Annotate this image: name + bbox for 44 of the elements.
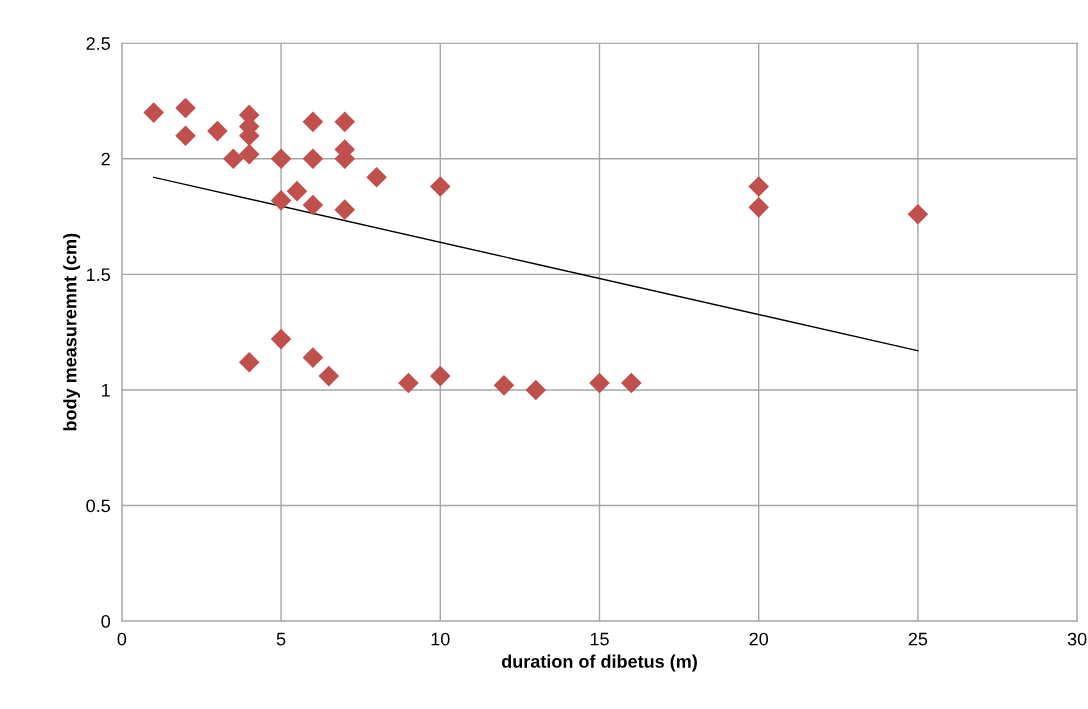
x-tick-label: 30 [1067,632,1087,646]
y-tick-label: 0.5 [86,499,110,513]
point [223,148,244,170]
x-tick-label: 0 [117,632,127,646]
point [429,176,451,197]
x-tick-label: 15 [590,632,609,646]
point [748,197,769,218]
point [270,190,292,211]
x-tick-label: 20 [749,632,769,646]
point [907,203,929,225]
point [429,365,451,387]
point [748,176,769,197]
y-tick-label: 2 [101,152,110,166]
point [318,365,340,387]
point [302,194,324,216]
y-tick-label: 2.5 [86,37,110,50]
point [175,97,196,119]
point [398,372,419,394]
x-axis-title: duration of dibetus (m) [501,654,697,672]
point [270,328,292,350]
y-tick-label: 1 [102,384,110,397]
point [238,351,260,373]
point [143,102,164,123]
point [525,379,547,401]
point [302,111,324,133]
point [175,125,196,146]
x-tick-label: 10 [431,632,450,646]
point [238,143,260,165]
point [207,120,228,142]
point [589,372,610,394]
y-tick-label: 1.5 [87,268,110,282]
point [302,347,324,368]
x-tick-label: 5 [276,632,286,646]
point [334,199,356,220]
point [621,372,642,394]
y-tick-label: 0 [101,615,111,628]
point [334,111,356,133]
point [493,375,515,396]
point [302,148,324,170]
point [270,148,292,170]
y-axis-title: body measuremnt (cm) [63,233,81,431]
point [286,180,308,202]
x-tick-label: 25 [908,632,928,646]
point [366,167,387,188]
